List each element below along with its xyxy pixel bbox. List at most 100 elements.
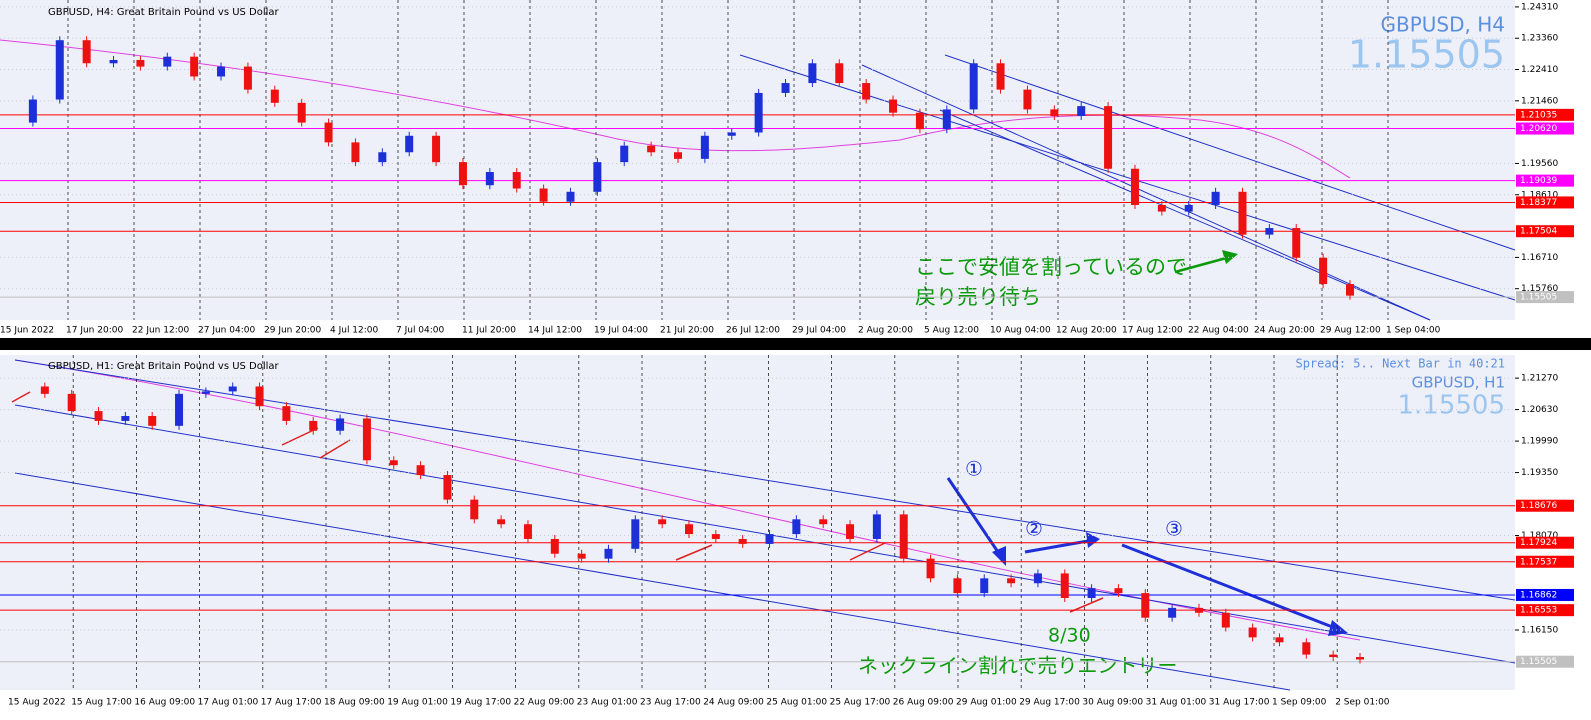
y-tick-label: 1.21270: [1521, 374, 1558, 384]
price-label-bg: [1516, 588, 1574, 601]
x-tick-label: 17 Aug 12:00: [1122, 326, 1183, 336]
candle-body: [1087, 588, 1096, 599]
annotation: ①: [965, 457, 983, 481]
y-tick-label: 1.22410: [1521, 65, 1558, 75]
candle-body: [1302, 642, 1311, 655]
candle-body: [889, 99, 898, 113]
candle-body: [309, 420, 318, 431]
x-tick-label: 12 Aug 20:00: [1056, 326, 1117, 336]
candle-body: [862, 83, 871, 100]
candle-body: [1221, 612, 1230, 628]
candle-body: [631, 519, 640, 549]
price-label-bg: [1516, 122, 1574, 135]
channel-line: [14, 359, 1516, 601]
x-tick-label: 31 Aug 17:00: [1209, 698, 1270, 708]
channel-line: [14, 404, 1516, 664]
x-tick-label: 14 Jul 12:00: [528, 326, 582, 336]
candle-body: [324, 122, 333, 143]
candle-body: [1194, 607, 1203, 613]
x-tick-label: 25 Aug 01:00: [766, 698, 827, 708]
candle-body: [593, 162, 602, 192]
symbol: GBPUSD, H4: [1381, 13, 1506, 37]
arrow-head: [992, 546, 1006, 566]
candle-body: [136, 59, 145, 67]
candle-body: [674, 152, 682, 159]
separator: [0, 338, 1591, 350]
arrow-head: [1328, 620, 1348, 636]
x-tick-label: 10 Aug 04:00: [990, 326, 1051, 336]
price-label-bg: [1516, 196, 1574, 209]
candle-body: [792, 519, 801, 535]
candle-body: [282, 406, 291, 421]
candle-body: [67, 393, 76, 412]
candle-body: [1238, 191, 1247, 235]
bid-price: 1.15505: [1348, 33, 1505, 77]
x-tick-label: 17 Jun 20:00: [66, 326, 123, 336]
x-tick-label: 2 Aug 20:00: [858, 326, 913, 336]
candle-body: [1275, 637, 1284, 643]
candle-body: [1060, 573, 1069, 599]
candle-body: [148, 415, 157, 426]
candle-body: [1077, 106, 1086, 117]
candle-body: [443, 475, 452, 500]
candle-body: [819, 519, 828, 525]
candle-body: [604, 548, 613, 559]
x-tick-label: 26 Aug 09:00: [893, 698, 954, 708]
candle-body: [781, 83, 790, 93]
candle-body: [846, 524, 855, 539]
price-label-bg: [1516, 499, 1574, 512]
x-tick-label: 15 Aug 2022: [8, 698, 66, 708]
x-tick-label: 24 Aug 20:00: [1254, 326, 1315, 336]
candle-body: [550, 538, 559, 554]
candle-body: [190, 56, 199, 77]
y-tick-label: 1.15760: [1521, 284, 1558, 294]
candle-body: [389, 460, 398, 466]
channel-line: [14, 472, 1291, 691]
candle-body: [416, 465, 425, 476]
price-label: 1.16862: [1520, 590, 1557, 600]
y-tick-label: 1.21460: [1521, 96, 1558, 106]
candle-body: [1292, 228, 1301, 258]
candle-body: [577, 553, 586, 559]
candle-body: [942, 109, 951, 130]
price-label: 1.20620: [1520, 124, 1557, 134]
candle-body: [711, 534, 720, 539]
price-label-bg: [1516, 604, 1574, 617]
y-tick-label: 1.16150: [1521, 625, 1558, 635]
candle-body: [566, 191, 575, 202]
candle-body: [685, 524, 693, 535]
candle-body: [163, 56, 172, 67]
x-tick-label: 1 Sep 09:00: [1272, 698, 1327, 708]
candle-body: [201, 391, 210, 394]
candle-body: [485, 172, 494, 186]
candle-body: [82, 40, 91, 64]
price-label: 1.15505: [1520, 293, 1557, 303]
x-tick-label: 19 Aug 01:00: [387, 698, 448, 708]
candle-body: [512, 172, 521, 189]
candle-body: [94, 411, 103, 421]
symbol: GBPUSD, H1: [1412, 374, 1505, 392]
candle-body: [1130, 168, 1139, 205]
candle-body: [1104, 106, 1113, 169]
y-tick-label: 1.20630: [1521, 405, 1558, 415]
candle-body: [405, 135, 414, 153]
arrow: [1121, 543, 1336, 630]
price-label: 1.17537: [1520, 557, 1557, 567]
candle-body: [1319, 257, 1328, 285]
candle-body: [1050, 109, 1059, 117]
annotation: ②: [1025, 517, 1043, 541]
candle-body: [109, 59, 118, 64]
candle-body: [647, 145, 656, 153]
arrow: [946, 477, 1002, 556]
x-tick-label: 29 Jul 04:00: [792, 326, 846, 336]
candle-body: [620, 145, 629, 163]
price-label: 1.18676: [1520, 501, 1557, 511]
price-label: 1.17504: [1520, 227, 1557, 237]
x-tick-label: 21 Jul 20:00: [660, 326, 714, 336]
candle-body: [1114, 588, 1123, 594]
candle-body: [458, 162, 467, 186]
x-tick-label: 7 Jul 04:00: [396, 326, 445, 336]
candle-body: [1248, 627, 1257, 638]
candle-body: [808, 63, 817, 84]
